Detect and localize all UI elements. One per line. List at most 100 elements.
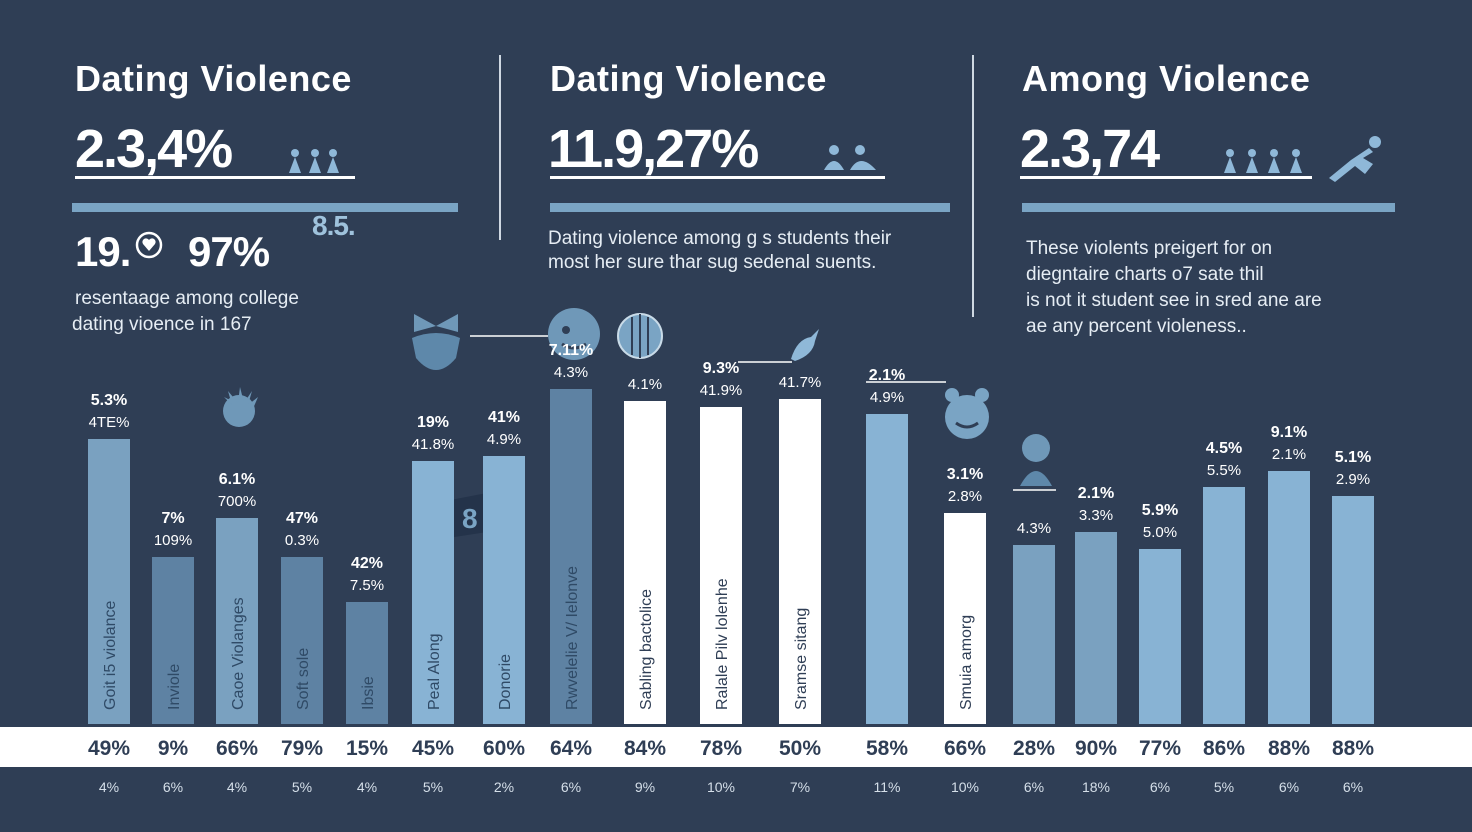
bar-19-sub-label: 6% bbox=[1343, 779, 1363, 795]
panel-2-stat: 11.9,27% bbox=[548, 119, 759, 179]
bar-8-top-label-2: 4.3% bbox=[554, 364, 588, 381]
bar-15-sub-label: 18% bbox=[1082, 779, 1110, 795]
figures-group-icon bbox=[1224, 149, 1302, 173]
bar-14-sub-label: 6% bbox=[1024, 779, 1044, 795]
bar-6-category: Peal Along bbox=[426, 633, 443, 710]
panel-2-desc-line-1: Dating violence among g s students their bbox=[548, 228, 892, 249]
bar-13-sub-label: 10% bbox=[951, 779, 979, 795]
bar-14 bbox=[1013, 545, 1055, 724]
figures-icon bbox=[289, 149, 339, 173]
panel-1-secondary-stat-a: 19. bbox=[75, 228, 131, 275]
bar-2-value-label: 9% bbox=[158, 737, 189, 760]
bar-17 bbox=[1203, 487, 1245, 724]
bar-7 bbox=[483, 456, 525, 724]
panel-1-desc-line-2: dating vioence in 167 bbox=[72, 314, 252, 335]
panel-1-desc-line-1: resentaage among college bbox=[75, 288, 299, 309]
bar-5-category: Ibsie bbox=[360, 676, 377, 710]
bar-2-top-label-2: 109% bbox=[154, 532, 192, 549]
bar-13-category: Smuia amorg bbox=[958, 615, 975, 710]
bar-16-value-label: 77% bbox=[1139, 737, 1181, 760]
bar-17-top-label-1: 4.5% bbox=[1206, 440, 1242, 457]
bar-8-value-label: 64% bbox=[550, 737, 592, 760]
bar-2-top-label-1: 7% bbox=[161, 510, 184, 527]
bar-19-top-label-2: 2.9% bbox=[1336, 471, 1370, 488]
bar-2-category: Inviole bbox=[166, 664, 183, 710]
bar-18-top-label-1: 9.1% bbox=[1271, 424, 1307, 441]
bar-4-top-label-2: 0.3% bbox=[285, 532, 319, 549]
bar-7-sub-label: 2% bbox=[494, 779, 514, 795]
bird-icon bbox=[791, 329, 819, 361]
bar-9-top-label-1: 4.1% bbox=[628, 376, 662, 393]
panel-3-accent-rule bbox=[1022, 203, 1395, 212]
panel-3-desc-line-4: ae any percent violeness.. bbox=[1026, 316, 1247, 337]
bar-15 bbox=[1075, 532, 1117, 724]
bar-10-top-label-2: 41.9% bbox=[700, 382, 743, 399]
bar-12-top-label-2: 4.9% bbox=[870, 389, 904, 406]
bar-10-top-label-1: 9.3% bbox=[703, 360, 739, 377]
bar-17-value-label: 86% bbox=[1203, 737, 1245, 760]
bar-3 bbox=[216, 518, 258, 724]
bar-5 bbox=[346, 602, 388, 724]
bar-9-sub-label: 9% bbox=[635, 779, 655, 795]
bar-5-top-label-1: 42% bbox=[351, 555, 383, 572]
panel-1-stat-underline bbox=[75, 176, 355, 179]
bar-1-value-label: 49% bbox=[88, 737, 130, 760]
bar-13-value-label: 66% bbox=[944, 737, 986, 760]
panel-1-secondary-stat-c: 8.5. bbox=[312, 210, 356, 241]
bar-11-sub-label: 7% bbox=[790, 779, 810, 795]
bar-5-sub-label: 4% bbox=[357, 779, 377, 795]
bar-3-category: Caoe Violanges bbox=[230, 597, 247, 710]
bar-3-sub-label: 4% bbox=[227, 779, 247, 795]
bar-11-category: Sramse sitang bbox=[793, 608, 810, 710]
panel-3-stat: 2.3,74 bbox=[1020, 119, 1160, 179]
panel-1-title: Dating Violence bbox=[75, 58, 352, 99]
bar-1-top-label-2: 4TE% bbox=[89, 414, 130, 431]
panel-1-accent-rule bbox=[72, 203, 458, 212]
panel-2-title: Dating Violence bbox=[550, 58, 827, 99]
bar-17-top-label-2: 5.5% bbox=[1207, 462, 1241, 479]
bar-18-value-label: 88% bbox=[1268, 737, 1310, 760]
bar-7-category: Donorie bbox=[497, 654, 514, 710]
panel-2-desc-line-2: most her sure thar sug sedenal suents. bbox=[548, 252, 877, 273]
bar-12 bbox=[866, 414, 908, 724]
bar-4 bbox=[281, 557, 323, 724]
bar-1-top-label-1: 5.3% bbox=[91, 392, 127, 409]
bar-11 bbox=[779, 399, 821, 724]
bar-7-value-label: 60% bbox=[483, 737, 525, 760]
bar-8 bbox=[550, 389, 592, 724]
bar-9-category: Sabling bactolice bbox=[638, 589, 655, 710]
bar-16-sub-label: 6% bbox=[1150, 779, 1170, 795]
bar-10-category: Ralale Pilv lolenhe bbox=[714, 578, 731, 710]
panel-3-desc-line-1: These violents preigert for on bbox=[1026, 238, 1273, 259]
bow-shield-icon bbox=[412, 314, 460, 370]
couple-figures-icon bbox=[824, 145, 876, 170]
bar-12-top-label-1: 2.1% bbox=[869, 367, 905, 384]
panel-2-accent-rule bbox=[550, 203, 950, 212]
bar-4-value-label: 79% bbox=[281, 737, 323, 760]
bar-15-top-label-2: 3.3% bbox=[1079, 507, 1113, 524]
bar-1 bbox=[88, 439, 130, 724]
panel-1-stat: 2.3,4% bbox=[75, 119, 233, 179]
value-band bbox=[0, 727, 1472, 767]
bar-6-top-label-2: 41.8% bbox=[412, 436, 455, 453]
panel-2-stat-underline bbox=[550, 176, 885, 179]
bar-1-category: Goit i5 violance bbox=[102, 601, 119, 710]
bar-6-top-label-1: 19% bbox=[417, 414, 449, 431]
divider-2 bbox=[972, 55, 974, 317]
striped-globe-icon bbox=[617, 313, 663, 359]
running-figure-icon bbox=[1329, 136, 1381, 182]
bar-13-top-label-2: 2.8% bbox=[948, 488, 982, 505]
bar-18 bbox=[1268, 471, 1310, 724]
heart-badge-icon bbox=[135, 231, 163, 259]
bar-5-value-label: 15% bbox=[346, 737, 388, 760]
bear-icon bbox=[945, 388, 989, 439]
svg-text:8: 8 bbox=[462, 503, 478, 534]
bar-10 bbox=[700, 407, 742, 724]
bar-14-top-label-1: 4.3% bbox=[1017, 520, 1051, 537]
face-icon bbox=[548, 308, 600, 360]
bar-19 bbox=[1332, 496, 1374, 724]
bar-10-value-label: 78% bbox=[700, 737, 742, 760]
bar-12-value-label: 58% bbox=[866, 737, 908, 760]
bar-16-top-label-2: 5.0% bbox=[1143, 524, 1177, 541]
